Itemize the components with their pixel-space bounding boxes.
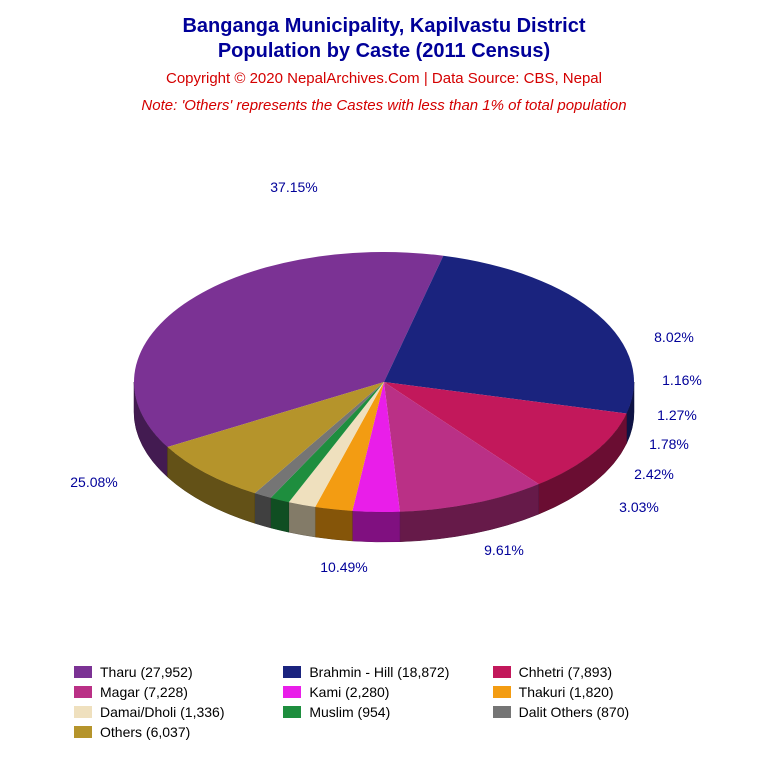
- legend-swatch: [74, 706, 92, 718]
- legend-item: Others (6,037): [74, 724, 275, 740]
- legend-swatch: [283, 666, 301, 678]
- legend-item: Muslim (954): [283, 704, 484, 720]
- pie-side: [315, 507, 352, 541]
- pie-side: [255, 493, 271, 528]
- pie-side: [352, 511, 399, 542]
- pct-label: 1.16%: [662, 372, 702, 388]
- legend-item: Dalit Others (870): [493, 704, 694, 720]
- legend-swatch: [493, 686, 511, 698]
- legend-label: Others (6,037): [100, 724, 190, 740]
- legend-swatch: [493, 666, 511, 678]
- legend-item: Thakuri (1,820): [493, 684, 694, 700]
- legend-label: Magar (7,228): [100, 684, 188, 700]
- legend-item: Chhetri (7,893): [493, 664, 694, 680]
- legend-label: Brahmin - Hill (18,872): [309, 664, 449, 680]
- pie-side: [271, 498, 289, 532]
- title-line-1: Banganga Municipality, Kapilvastu Distri…: [0, 14, 768, 39]
- legend-item: Brahmin - Hill (18,872): [283, 664, 484, 680]
- legend-label: Muslim (954): [309, 704, 390, 720]
- legend-swatch: [74, 666, 92, 678]
- title-line-2: Population by Caste (2011 Census): [0, 39, 768, 64]
- pie-chart: 37.15%25.08%10.49%9.61%3.03%2.42%1.78%1.…: [84, 172, 684, 572]
- pct-label: 10.49%: [320, 559, 367, 575]
- legend-swatch: [493, 706, 511, 718]
- legend-swatch: [74, 686, 92, 698]
- pct-label: 1.27%: [657, 407, 697, 423]
- title-block: Banganga Municipality, Kapilvastu Distri…: [0, 0, 768, 114]
- pct-label: 9.61%: [484, 542, 524, 558]
- legend-label: Tharu (27,952): [100, 664, 193, 680]
- pct-label: 3.03%: [619, 499, 659, 515]
- legend-label: Chhetri (7,893): [519, 664, 612, 680]
- legend-label: Thakuri (1,820): [519, 684, 614, 700]
- legend: Tharu (27,952) Brahmin - Hill (18,872) Chh…: [74, 664, 694, 740]
- pct-label: 8.02%: [654, 329, 694, 345]
- legend-item: Tharu (27,952): [74, 664, 275, 680]
- pie-chart-svg: [84, 172, 684, 572]
- note-text: Note: 'Others' represents the Castes wit…: [0, 97, 768, 114]
- pct-label: 1.78%: [649, 436, 689, 452]
- pct-label: 2.42%: [634, 466, 674, 482]
- pie-side: [289, 502, 315, 537]
- pct-label: 37.15%: [270, 179, 317, 195]
- legend-swatch: [283, 706, 301, 718]
- pct-label: 25.08%: [70, 474, 117, 490]
- legend-label: Damai/Dholi (1,336): [100, 704, 225, 720]
- copyright-text: Copyright © 2020 NepalArchives.Com | Dat…: [0, 70, 768, 87]
- legend-item: Magar (7,228): [74, 684, 275, 700]
- legend-item: Kami (2,280): [283, 684, 484, 700]
- legend-swatch: [283, 686, 301, 698]
- legend-label: Dalit Others (870): [519, 704, 629, 720]
- legend-label: Kami (2,280): [309, 684, 389, 700]
- legend-item: Damai/Dholi (1,336): [74, 704, 275, 720]
- legend-swatch: [74, 726, 92, 738]
